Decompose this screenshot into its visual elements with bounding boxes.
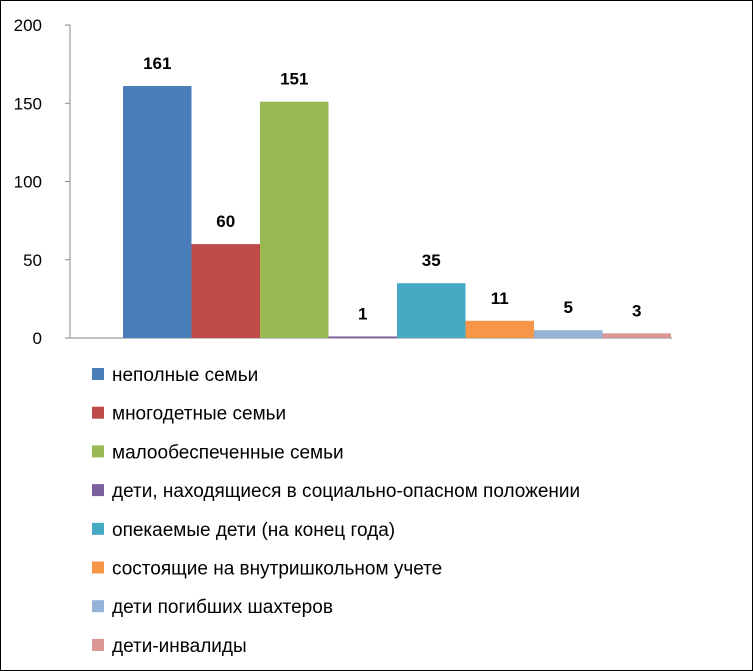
data-label: 60 xyxy=(216,212,235,231)
data-label: 11 xyxy=(491,289,509,308)
bar xyxy=(260,101,329,338)
legend-label: многодетные семьи xyxy=(112,404,286,425)
bar xyxy=(328,336,397,338)
legend: неполные семьи многодетные семьи малообесп… xyxy=(92,365,580,657)
legend-item: дети погибших шахтеров xyxy=(92,597,333,618)
legend-label: дети-инвалиды xyxy=(112,636,247,657)
legend-label: дети погибших шахтеров xyxy=(112,597,333,618)
legend-item: опекаемые дети (на конец года) xyxy=(92,520,395,541)
data-label: 161 xyxy=(143,54,171,73)
legend-swatch xyxy=(92,600,104,613)
legend-item: многодетные семьи xyxy=(92,404,286,425)
y-tick-label: 150 xyxy=(14,94,42,113)
legend-swatch xyxy=(92,484,104,497)
data-label: 5 xyxy=(564,298,573,317)
legend-swatch xyxy=(92,561,104,574)
legend-item: состоящие на внутришкольном учете xyxy=(92,559,442,580)
legend-label: состоящие на внутришкольном учете xyxy=(112,559,442,580)
legend-item: малообеспеченные семьи xyxy=(92,442,344,463)
bar xyxy=(465,320,534,338)
data-label: 1 xyxy=(358,304,367,323)
bar xyxy=(602,333,671,338)
legend-label: неполные семьи xyxy=(112,365,258,386)
y-tick-label: 200 xyxy=(14,16,42,35)
bar xyxy=(534,330,603,338)
bar xyxy=(191,244,260,338)
y-axis: 0 50 100 150 200 xyxy=(14,16,672,348)
legend-item: дети, находящиеся в социально-опасном по… xyxy=(92,481,580,502)
legend-label: малообеспеченные семьи xyxy=(112,442,344,463)
y-tick-label: 100 xyxy=(14,173,42,192)
y-tick-label: 50 xyxy=(23,251,42,270)
data-label: 3 xyxy=(632,301,641,320)
bar xyxy=(397,283,466,338)
data-label: 35 xyxy=(422,251,441,270)
data-labels: 161 60 151 1 35 11 5 3 xyxy=(143,54,641,323)
legend-swatch xyxy=(92,368,104,380)
y-tick-label: 0 xyxy=(33,329,42,348)
bar xyxy=(123,86,192,338)
data-label: 151 xyxy=(280,70,308,89)
legend-swatch xyxy=(92,406,104,419)
legend-label: дети, находящиеся в социально-опасном по… xyxy=(112,481,580,502)
legend-swatch xyxy=(92,522,104,535)
legend-item: дети-инвалиды xyxy=(92,636,247,657)
legend-item: неполные семьи xyxy=(92,365,258,386)
bars xyxy=(123,86,671,338)
legend-label: опекаемые дети (на конец года) xyxy=(112,520,395,541)
legend-swatch xyxy=(92,445,104,458)
legend-swatch xyxy=(92,638,104,651)
